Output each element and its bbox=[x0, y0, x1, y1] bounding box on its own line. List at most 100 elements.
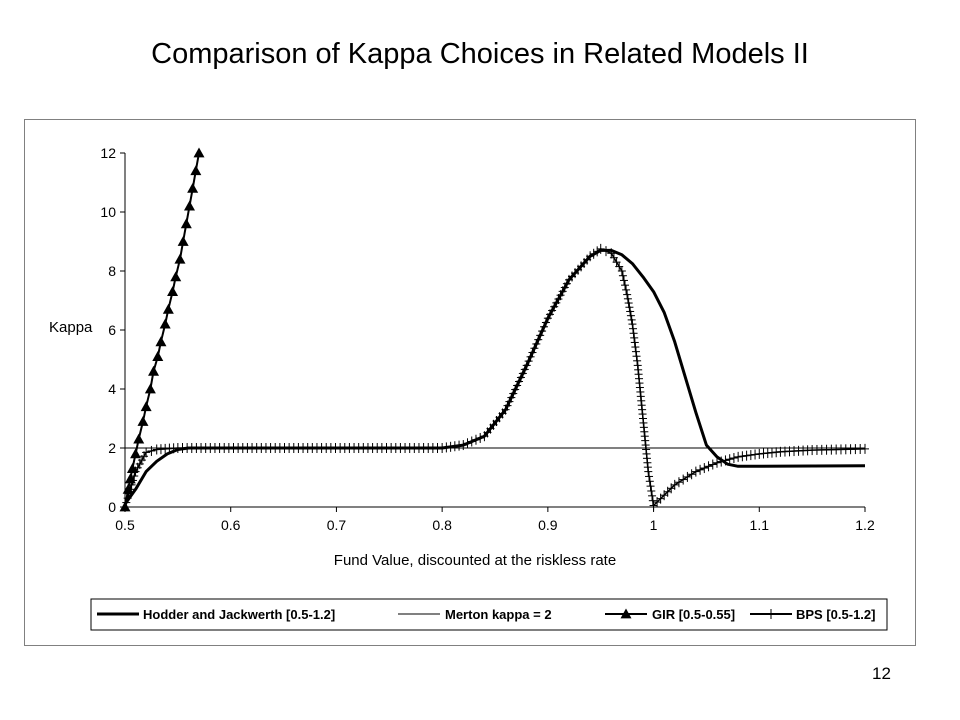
y-tick-label: 12 bbox=[100, 145, 116, 161]
bps-marker bbox=[625, 302, 634, 313]
bps-marker bbox=[629, 328, 638, 339]
bps-marker bbox=[746, 450, 755, 461]
bps-marker bbox=[128, 475, 137, 486]
gir-marker bbox=[187, 182, 199, 193]
bps-marker bbox=[691, 466, 700, 477]
bps-marker bbox=[513, 380, 522, 391]
bps-marker bbox=[633, 355, 642, 366]
bps-marker bbox=[528, 347, 537, 358]
y-tick-label: 6 bbox=[108, 322, 116, 338]
bps-marker bbox=[725, 454, 734, 465]
gir-marker bbox=[155, 336, 167, 347]
gir-marker bbox=[144, 383, 156, 394]
bps-marker bbox=[509, 388, 518, 399]
bps-marker bbox=[147, 445, 156, 456]
bps-marker bbox=[522, 360, 531, 371]
bps-marker bbox=[123, 493, 132, 504]
bps-marker bbox=[534, 334, 543, 345]
bps-marker bbox=[687, 469, 696, 480]
bps-marker bbox=[670, 479, 679, 490]
bps-marker bbox=[618, 270, 627, 281]
gir-marker bbox=[130, 448, 142, 459]
bps-marker bbox=[628, 319, 637, 330]
bps-marker bbox=[593, 246, 602, 257]
gir-marker bbox=[162, 303, 174, 314]
bps-marker bbox=[524, 356, 533, 367]
bps-marker bbox=[683, 471, 692, 482]
bps-marker bbox=[511, 384, 520, 395]
bps-marker bbox=[471, 434, 480, 445]
x-tick-label: 0.6 bbox=[221, 517, 241, 533]
bps-marker bbox=[554, 294, 563, 305]
bps-marker bbox=[450, 441, 459, 452]
bps-marker bbox=[526, 351, 535, 362]
x-tick-label: 0.5 bbox=[115, 517, 135, 533]
gir-marker bbox=[190, 165, 202, 176]
bps-marker bbox=[623, 293, 632, 304]
bps-marker bbox=[545, 309, 554, 320]
gir-marker bbox=[137, 415, 149, 426]
gir-marker bbox=[122, 483, 134, 494]
bps-marker bbox=[467, 436, 476, 447]
gir-marker bbox=[170, 271, 182, 282]
gir-marker bbox=[152, 351, 164, 361]
x-tick-label: 0.7 bbox=[327, 517, 347, 533]
bps-marker bbox=[455, 440, 464, 451]
legend: Hodder and Jackwerth [0.5-1.2] Merton kap… bbox=[90, 598, 888, 631]
bps-marker bbox=[558, 286, 567, 297]
bps-marker bbox=[708, 459, 717, 470]
bps-marker bbox=[646, 481, 655, 492]
bps-marker bbox=[131, 466, 140, 477]
bps-marker bbox=[556, 290, 565, 301]
legend-label-0: Hodder and Jackwerth [0.5-1.2] bbox=[143, 607, 335, 622]
bps-marker bbox=[721, 455, 730, 466]
bps-marker bbox=[627, 314, 636, 325]
legend-label-1: Merton kappa = 2 bbox=[445, 607, 552, 622]
series-0 bbox=[123, 248, 866, 505]
bps-marker bbox=[674, 477, 683, 488]
bps-marker bbox=[630, 337, 639, 348]
bps-marker bbox=[538, 326, 547, 337]
y-tick-label: 8 bbox=[108, 263, 116, 279]
bps-marker bbox=[140, 451, 149, 462]
bps-marker bbox=[438, 443, 447, 453]
bps-marker bbox=[501, 404, 510, 415]
gir-marker bbox=[193, 147, 205, 158]
bps-marker bbox=[505, 396, 514, 407]
bps-marker bbox=[729, 453, 738, 464]
bps-marker bbox=[127, 479, 136, 490]
bps-marker bbox=[632, 351, 641, 362]
bps-marker bbox=[631, 346, 640, 357]
gir-marker bbox=[159, 318, 171, 329]
bps-marker bbox=[541, 317, 550, 328]
bps-marker bbox=[133, 462, 142, 473]
series-line-gir bbox=[124, 152, 200, 508]
bps-marker bbox=[543, 313, 552, 324]
legend-label-3: BPS [0.5-1.2] bbox=[796, 607, 875, 622]
page-number: 12 bbox=[872, 664, 891, 683]
bps-marker bbox=[126, 484, 135, 495]
bps-marker bbox=[648, 490, 657, 501]
bps-marker bbox=[626, 310, 635, 321]
series-line-hodder-jackwerth bbox=[123, 248, 866, 505]
x-tick-label: 0.8 bbox=[432, 517, 452, 533]
bps-marker bbox=[624, 298, 633, 309]
legend-entry-0: Hodder and Jackwerth [0.5-1.2] bbox=[97, 607, 335, 622]
bps-marker bbox=[586, 251, 595, 262]
bps-marker bbox=[520, 364, 529, 375]
bps-marker bbox=[540, 321, 549, 332]
bps-marker bbox=[536, 330, 545, 341]
bps-marker bbox=[459, 440, 468, 451]
bps-marker bbox=[619, 275, 628, 286]
bps-marker bbox=[622, 284, 631, 295]
legend-entry-2: GIR [0.5-0.55] bbox=[605, 607, 735, 622]
bps-marker bbox=[648, 495, 657, 506]
x-axis-title: Fund Value, discounted at the riskless r… bbox=[334, 552, 616, 569]
bps-marker bbox=[135, 458, 144, 469]
bps-marker bbox=[734, 451, 743, 462]
y-tick-label: 2 bbox=[108, 440, 116, 456]
bps-marker bbox=[713, 457, 721, 468]
gir-marker bbox=[174, 253, 186, 264]
legend-entry-3: BPS [0.5-1.2] bbox=[750, 607, 875, 622]
bps-marker bbox=[137, 455, 146, 466]
